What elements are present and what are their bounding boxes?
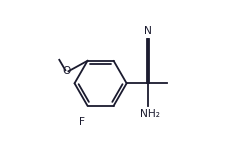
Text: F: F <box>79 117 85 127</box>
Text: O: O <box>63 66 71 76</box>
Text: N: N <box>144 26 151 36</box>
Text: NH₂: NH₂ <box>140 109 160 119</box>
